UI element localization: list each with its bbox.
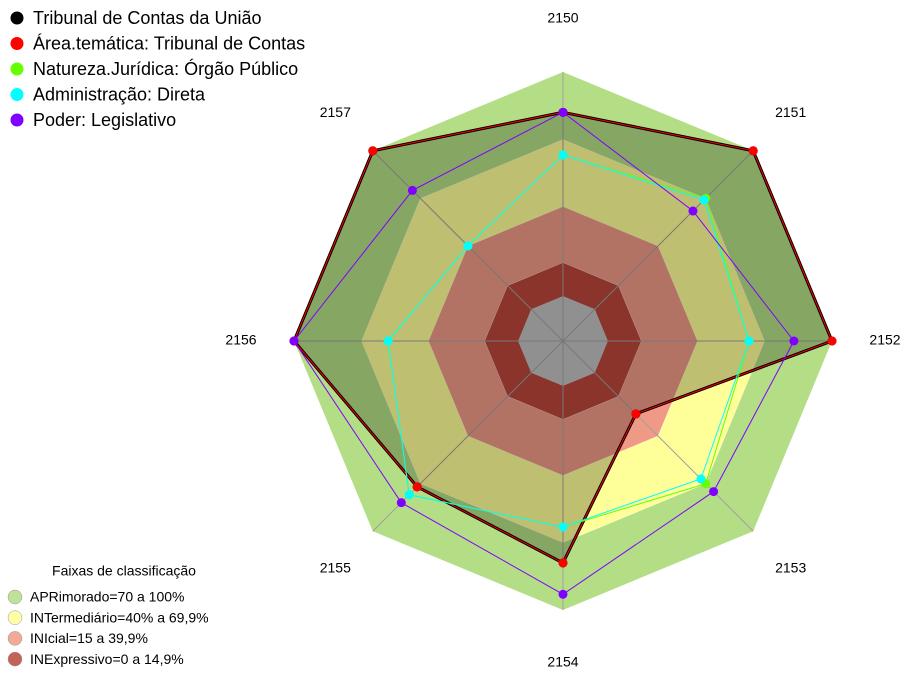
series-point — [407, 185, 417, 195]
axis-label: 2154 — [547, 654, 578, 670]
band-legend-marker — [7, 589, 23, 605]
series-point — [383, 336, 393, 346]
series-point — [688, 206, 698, 216]
axis-label: 2155 — [320, 559, 351, 575]
series-point — [696, 474, 706, 484]
series-point — [699, 195, 709, 205]
series-point — [827, 336, 837, 346]
band-legend-label: APRimorado=70 a 100% — [30, 589, 185, 605]
axis-label: 2151 — [775, 104, 806, 120]
band-legend-label: INTermediário=40% a 69,9% — [30, 609, 209, 625]
spoke — [562, 340, 754, 532]
legend-marker — [10, 88, 24, 101]
series-point — [368, 146, 378, 156]
band-legend-marker — [7, 610, 23, 625]
series-point — [631, 409, 641, 419]
bands-title: Faixas de classificação — [52, 563, 196, 579]
series-point — [558, 558, 568, 568]
series-point — [463, 241, 473, 251]
series-point — [558, 150, 568, 160]
legend-marker — [10, 62, 24, 76]
legend-label: Poder: Legislativo — [33, 110, 176, 130]
legend-label: Área.temática: Tribunal de Contas — [33, 33, 305, 53]
band-legend-marker — [7, 651, 23, 667]
axis-label: 2152 — [869, 332, 900, 348]
series-point — [558, 107, 568, 117]
series-point — [404, 490, 414, 500]
legend-marker — [10, 113, 24, 127]
axis-label: 2150 — [547, 10, 578, 26]
series-point — [289, 336, 299, 346]
legend-marker — [10, 11, 24, 25]
series-point — [709, 487, 719, 497]
series-point — [558, 589, 568, 599]
band-legend-label: INExpressivo=0 a 14,9% — [30, 651, 184, 667]
band-legend-label: INIcial=15 a 39,9% — [30, 630, 148, 646]
legend-label: Natureza.Jurídica: Órgão Público — [33, 58, 298, 79]
legend-marker — [10, 37, 24, 50]
band-legend-marker — [7, 631, 23, 646]
axis-label: 2153 — [775, 559, 806, 575]
series-point — [748, 146, 758, 156]
spoke — [562, 150, 754, 342]
axis-label: 2156 — [225, 332, 256, 348]
series-point — [744, 336, 754, 346]
series-point — [412, 482, 422, 492]
series-point — [396, 498, 406, 508]
series-point — [558, 522, 568, 532]
legend-label: Tribunal de Contas da União — [33, 8, 261, 28]
legend-label: Administração: Direta — [33, 84, 206, 104]
series-point — [789, 336, 799, 346]
axis-label: 2157 — [320, 104, 351, 120]
